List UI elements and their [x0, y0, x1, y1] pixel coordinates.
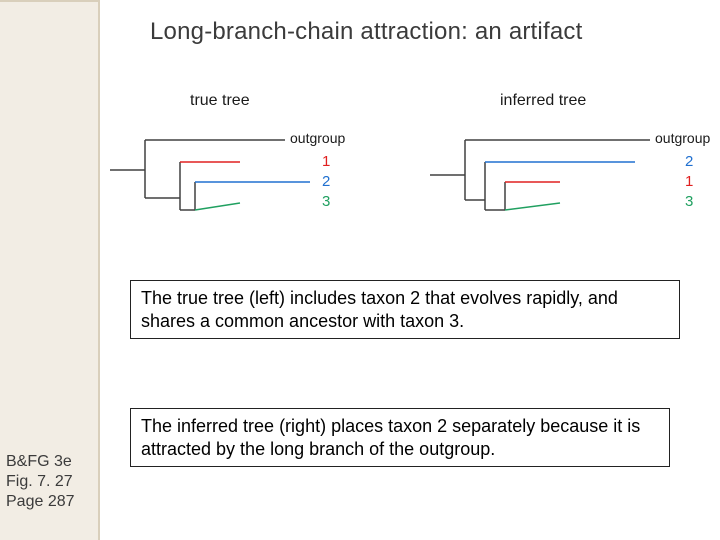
taxon-label: 3 — [685, 192, 693, 212]
inferred-tree-label: inferred tree — [500, 92, 586, 110]
citation-line: Page 287 — [6, 492, 75, 511]
inferred-tree-diagram — [430, 120, 650, 230]
citation-line: Fig. 7. 27 — [6, 472, 73, 491]
explanation-text-1: The true tree (left) includes taxon 2 th… — [130, 280, 680, 339]
taxon-label: 2 — [322, 172, 330, 192]
taxon-label: 1 — [322, 152, 330, 172]
slide-title: Long-branch-chain attraction: an artifac… — [150, 18, 582, 46]
explanation-text-2: The inferred tree (right) places taxon 2… — [130, 408, 670, 467]
inferred-tree-taxa-list: 2 1 3 — [685, 152, 693, 212]
true-tree-diagram — [110, 120, 315, 230]
taxon-label: 3 — [322, 192, 330, 212]
taxon-label: 1 — [685, 172, 693, 192]
true-tree-taxa-list: 1 2 3 — [322, 152, 330, 212]
outgroup-label-right: outgroup — [655, 130, 710, 146]
citation-line: B&FG 3e — [6, 452, 72, 471]
taxon-label: 2 — [685, 152, 693, 172]
true-tree-label: true tree — [190, 92, 250, 110]
